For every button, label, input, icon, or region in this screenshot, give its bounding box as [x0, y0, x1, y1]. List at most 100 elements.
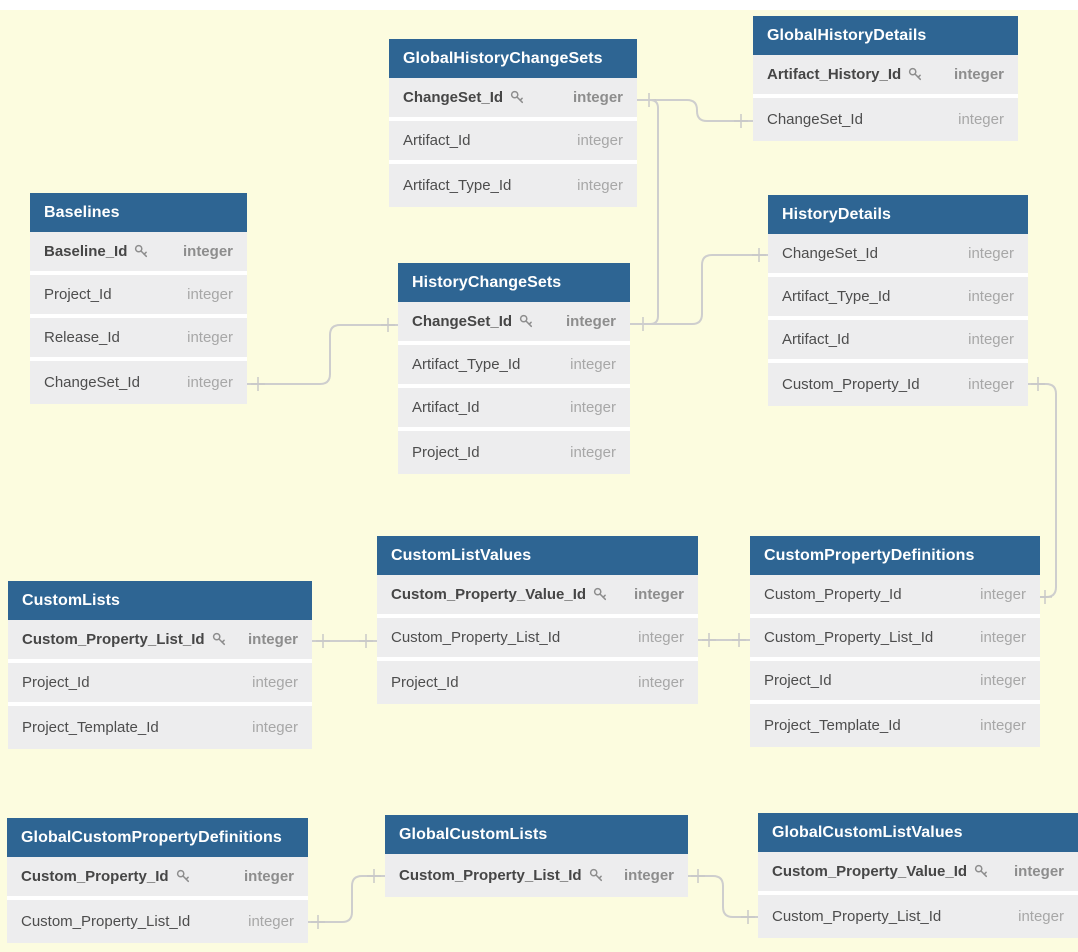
table-row[interactable]: ChangeSet_Id integer [30, 361, 247, 404]
primary-key-icon [589, 868, 602, 882]
table-header[interactable]: GlobalCustomPropertyDefinitions [7, 818, 308, 857]
table-GlobalCustomLists[interactable]: GlobalCustomLists Custom_Property_List_Id… [385, 815, 688, 897]
table-row[interactable]: Project_Id integer [30, 275, 247, 318]
table-row[interactable]: Artifact_Id integer [768, 320, 1028, 363]
table-header[interactable]: CustomLists [8, 581, 312, 620]
table-row[interactable]: Artifact_Id integer [389, 121, 637, 164]
table-header[interactable]: HistoryChangeSets [398, 263, 630, 302]
relationship-line [308, 875, 385, 923]
table-GlobalCustomListValues[interactable]: GlobalCustomListValues Custom_Property_Va… [758, 813, 1078, 938]
table-row[interactable]: ChangeSet_Id integer [398, 302, 630, 345]
column-name: Artifact_Type_Id [782, 288, 891, 305]
table-row[interactable]: Project_Id integer [8, 663, 312, 706]
table-row[interactable]: Release_Id integer [30, 318, 247, 361]
table-row[interactable]: Artifact_Type_Id integer [398, 345, 630, 388]
table-row[interactable]: ChangeSet_Id integer [389, 78, 637, 121]
column-type: integer [968, 245, 1014, 262]
table-row[interactable]: Project_Id integer [398, 431, 630, 474]
table-CustomLists[interactable]: CustomLists Custom_Property_List_Id intege… [8, 581, 312, 749]
table-header[interactable]: GlobalHistoryDetails [753, 16, 1018, 55]
column-type: integer [252, 674, 298, 691]
column-type: integer [968, 288, 1014, 305]
column-name: Custom_Property_List_Id [399, 867, 582, 884]
table-CustomListValues[interactable]: CustomListValues Custom_Property_Value_Id… [377, 536, 698, 704]
table-header[interactable]: CustomListValues [377, 536, 698, 575]
table-row[interactable]: Artifact_History_Id integer [753, 55, 1018, 98]
table-row[interactable]: Custom_Property_Id integer [7, 857, 308, 900]
primary-key-icon [212, 632, 225, 646]
table-row[interactable]: ChangeSet_Id integer [768, 234, 1028, 277]
primary-key-icon [135, 244, 148, 258]
table-HistoryChangeSets[interactable]: HistoryChangeSets ChangeSet_Id integer Arti… [398, 263, 630, 474]
table-row[interactable]: Artifact_Type_Id integer [768, 277, 1028, 320]
column-name: Artifact_Type_Id [412, 356, 521, 373]
column-type: integer [638, 629, 684, 646]
table-row[interactable]: Artifact_Type_Id integer [389, 164, 637, 207]
table-row[interactable]: Baseline_Id integer [30, 232, 247, 275]
table-title: GlobalCustomLists [399, 825, 548, 843]
column-name: Custom_Property_List_Id [391, 629, 561, 646]
column-type: integer [1013, 863, 1064, 880]
column-type: integer [187, 329, 233, 346]
table-row[interactable]: Artifact_Id integer [398, 388, 630, 431]
table-header[interactable]: GlobalCustomListValues [758, 813, 1078, 852]
table-GlobalCustomPropertyDefinitions[interactable]: GlobalCustomPropertyDefinitions Custom_Pr… [7, 818, 308, 943]
column-name: Artifact_Id [782, 331, 850, 348]
column-name: Custom_Property_Value_Id [772, 863, 968, 880]
table-title: CustomListValues [391, 546, 532, 564]
table-row[interactable]: Custom_Property_List_Id integer [385, 854, 688, 897]
table-row[interactable]: Custom_Property_List_Id integer [750, 618, 1040, 661]
primary-key-icon [176, 869, 189, 883]
table-title: GlobalCustomListValues [772, 823, 963, 841]
column-name: Artifact_Id [403, 132, 471, 149]
table-title: GlobalHistoryDetails [767, 26, 927, 44]
column-type: integer [968, 376, 1014, 393]
column-type: integer [623, 867, 674, 884]
table-row[interactable]: Custom_Property_List_Id integer [8, 620, 312, 663]
table-header[interactable]: HistoryDetails [768, 195, 1028, 234]
table-HistoryDetails[interactable]: HistoryDetails ChangeSet_Id integer Artifac… [768, 195, 1028, 406]
table-row[interactable]: Project_Id integer [377, 661, 698, 704]
table-header[interactable]: CustomPropertyDefinitions [750, 536, 1040, 575]
column-type: integer [958, 111, 1004, 128]
column-type: integer [577, 132, 623, 149]
table-CustomPropertyDefinitions[interactable]: CustomPropertyDefinitions Custom_Property… [750, 536, 1040, 747]
table-row[interactable]: Custom_Property_Value_Id integer [758, 852, 1078, 895]
table-row[interactable]: ChangeSet_Id integer [753, 98, 1018, 141]
table-GlobalHistoryDetails[interactable]: GlobalHistoryDetails Artifact_History_Id i… [753, 16, 1018, 141]
column-type: integer [182, 243, 233, 260]
table-row[interactable]: Custom_Property_List_Id integer [7, 900, 308, 943]
table-header[interactable]: Baselines [30, 193, 247, 232]
column-type: integer [980, 717, 1026, 734]
column-type: integer [248, 913, 294, 930]
table-row[interactable]: Custom_Property_Id integer [768, 363, 1028, 406]
table-row[interactable]: Project_Id integer [750, 661, 1040, 704]
table-row[interactable]: Custom_Property_Id integer [750, 575, 1040, 618]
column-name: Custom_Property_Id [21, 868, 169, 885]
table-row[interactable]: Project_Template_Id integer [8, 706, 312, 749]
column-name: ChangeSet_Id [782, 245, 878, 262]
column-name: Custom_Property_List_Id [22, 631, 205, 648]
table-row[interactable]: Custom_Property_Value_Id integer [377, 575, 698, 618]
column-type: integer [243, 868, 294, 885]
column-name: ChangeSet_Id [412, 313, 513, 330]
table-Baselines[interactable]: Baselines Baseline_Id integer Project_Id int… [30, 193, 247, 404]
column-name: Custom_Property_Id [782, 376, 920, 393]
table-title: GlobalCustomPropertyDefinitions [21, 828, 282, 846]
table-header[interactable]: GlobalCustomLists [385, 815, 688, 854]
table-row[interactable]: Custom_Property_List_Id integer [377, 618, 698, 661]
table-header[interactable]: GlobalHistoryChangeSets [389, 39, 637, 78]
primary-key-icon [519, 314, 533, 328]
column-type: integer [570, 356, 616, 373]
column-type: integer [570, 444, 616, 461]
table-row[interactable]: Custom_Property_List_Id integer [758, 895, 1078, 938]
column-type: integer [980, 629, 1026, 646]
column-type: integer [953, 66, 1004, 83]
relationship-line [247, 324, 398, 385]
relationship-line [688, 875, 758, 918]
table-GlobalHistoryChangeSets[interactable]: GlobalHistoryChangeSets ChangeSet_Id integ… [389, 39, 637, 207]
table-row[interactable]: Project_Template_Id integer [750, 704, 1040, 747]
column-type: integer [638, 674, 684, 691]
table-title: CustomLists [22, 591, 120, 609]
